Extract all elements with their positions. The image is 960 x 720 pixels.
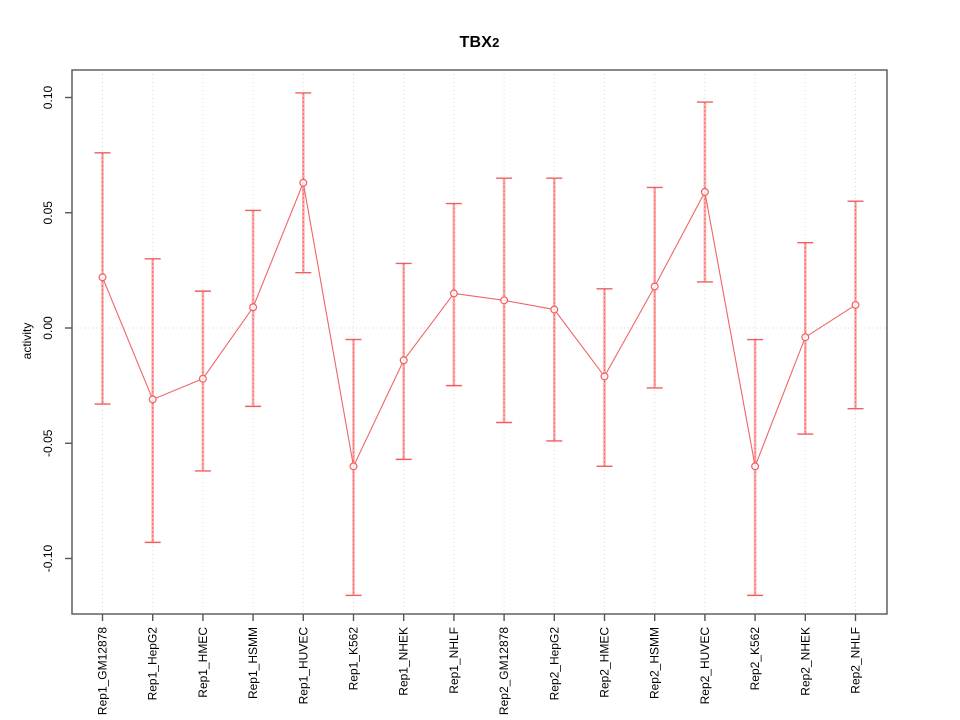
x-tick-label: Rep1_HepG2: [146, 627, 160, 701]
y-tick-label: -0.05: [41, 429, 55, 457]
y-tick-label: 0.00: [41, 316, 55, 340]
data-point: [600, 372, 609, 381]
y-axis-title: activity: [20, 322, 34, 360]
y-tick-label: -0.10: [41, 545, 55, 573]
chart-title-main: TBX: [459, 34, 493, 51]
data-point: [700, 188, 709, 197]
y-tick-label: 0.05: [41, 201, 55, 225]
data-point: [550, 305, 559, 314]
x-tick-label: Rep1_K562: [347, 627, 361, 691]
x-tick-label: Rep1_HSMM: [246, 627, 260, 699]
data-point: [650, 282, 659, 291]
x-tick-label: Rep1_NHEK: [397, 627, 411, 696]
x-tick-label: Rep1_HMEC: [196, 627, 210, 698]
data-point: [801, 333, 810, 342]
plot-border: [71, 69, 888, 615]
data-point: [198, 374, 207, 383]
data-point: [751, 462, 760, 471]
data-point: [98, 273, 107, 282]
data-point: [299, 178, 308, 187]
x-tick-label: Rep1_GM12878: [96, 627, 110, 715]
data-point: [349, 462, 358, 471]
chart-title: TBX2: [72, 34, 887, 52]
data-point: [500, 296, 509, 305]
x-tick-label: Rep2_GM12878: [497, 627, 511, 715]
x-tick-label: Rep2_NHLF: [849, 627, 863, 694]
x-tick-label: Rep2_HepG2: [547, 627, 561, 701]
chart-title-sub: 2: [492, 35, 500, 50]
data-point: [148, 395, 157, 404]
x-tick-label: Rep2_K562: [748, 627, 762, 691]
x-tick-label: Rep2_HMEC: [598, 627, 612, 698]
data-point: [851, 300, 860, 309]
data-point: [249, 303, 258, 312]
data-point: [399, 356, 408, 365]
x-tick-label: Rep2_HSMM: [648, 627, 662, 699]
x-tick-label: Rep1_NHLF: [447, 627, 461, 694]
y-tick-label: 0.10: [41, 85, 55, 109]
data-point: [449, 289, 458, 298]
series-line: [101, 180, 856, 469]
x-tick-label: Rep1_HUVEC: [296, 627, 310, 705]
x-tick-label: Rep2_HUVEC: [698, 627, 712, 705]
x-tick-label: Rep2_NHEK: [798, 627, 812, 696]
